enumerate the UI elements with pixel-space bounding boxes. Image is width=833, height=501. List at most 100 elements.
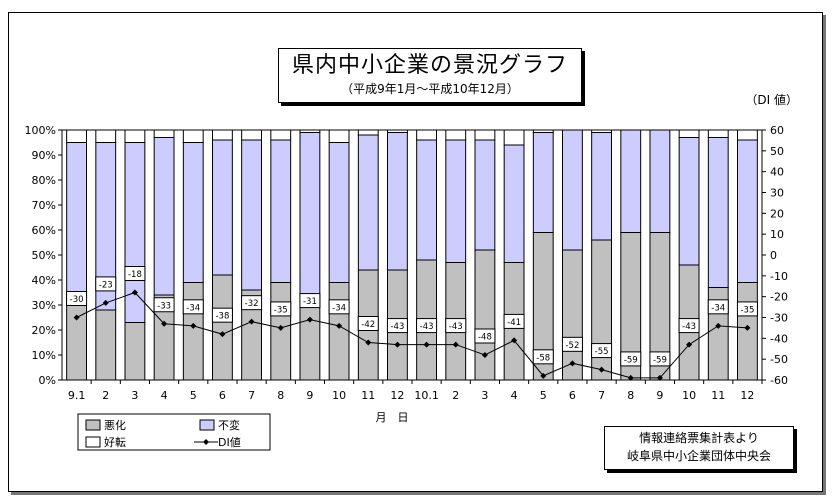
bar-segment-好転: [357, 129, 379, 136]
bar-segment-悪化: [182, 282, 204, 381]
bar-segment-悪化: [124, 322, 146, 381]
bar-segment-不変: [474, 139, 496, 251]
di-label-box: [328, 299, 350, 315]
left-axis-tick-label: 30%: [32, 299, 56, 312]
di-point: [452, 341, 459, 348]
di-label-box: [620, 351, 642, 367]
bar-segment-不変: [532, 132, 554, 233]
bar-segment-不変: [182, 142, 204, 283]
di-label-box: [66, 291, 88, 306]
plot-area: [61, 129, 763, 381]
di-point: [598, 366, 605, 373]
left-axis-tick-label: 20%: [32, 324, 56, 337]
di-point: [219, 331, 226, 338]
di-data-label: -55: [595, 347, 609, 357]
di-point: [656, 374, 663, 381]
x-axis-tick-label: 12: [740, 389, 754, 402]
di-point: [190, 322, 197, 329]
di-data-label: -18: [128, 270, 142, 280]
di-label-box: [95, 276, 117, 292]
di-data-label: -43: [682, 322, 696, 332]
di-data-label: -35: [740, 305, 754, 315]
di-data-label: -33: [157, 301, 171, 311]
right-axis-tick-label: -20: [770, 291, 788, 304]
right-axis-tick-label: 40: [770, 166, 784, 179]
di-point: [423, 341, 430, 348]
bar-segment-好転: [270, 129, 292, 141]
bar-segment-不変: [241, 139, 263, 291]
x-axis-tick-label: 11: [711, 389, 725, 402]
legend-box: [77, 413, 271, 451]
di-point: [715, 322, 722, 329]
bar-segment-好転: [707, 129, 729, 138]
bar-segment-不変: [591, 132, 613, 241]
bar-segment-不変: [66, 142, 87, 293]
di-label-box: [678, 318, 700, 334]
di-label-box: [474, 328, 496, 344]
legend-marker: [203, 439, 209, 445]
di-data-label: -31: [303, 297, 317, 307]
x-axis-tick-label: 10.1: [414, 389, 439, 402]
x-axis-tick-label: 6: [219, 389, 226, 402]
chart-title: 県内中小企業の景況グラフ: [291, 53, 568, 78]
di-point: [131, 289, 138, 296]
bar-segment-好転: [182, 129, 204, 143]
x-axis-tick-label: 9: [656, 389, 663, 402]
x-axis-tick-label: 9.1: [68, 389, 86, 402]
bar-segment-悪化: [270, 282, 292, 381]
right-axis-tick-label: -60: [770, 374, 788, 387]
bar-segment-不変: [737, 139, 758, 283]
di-point: [336, 322, 343, 329]
bar-segment-好転: [416, 129, 437, 141]
bar-segment-不変: [445, 139, 467, 263]
bar-segment-不変: [270, 139, 292, 283]
bar-segment-好転: [474, 129, 496, 141]
bar-segment-好転: [299, 129, 321, 133]
x-axis-tick-label: 4: [511, 389, 518, 402]
legend-swatch: [85, 436, 101, 448]
right-axis-label: （DI 値）: [745, 92, 798, 107]
x-axis-tick-label: 8: [627, 389, 634, 402]
di-point: [744, 324, 751, 331]
bar-segment-不変: [299, 132, 321, 298]
x-axis-tick-label: 2: [452, 389, 459, 402]
di-label-box: [357, 316, 379, 331]
legend-swatch: [85, 419, 101, 431]
x-axis-tick-label: 11: [361, 389, 375, 402]
di-series-line: [76, 291, 748, 379]
bar-segment-悪化: [328, 282, 350, 381]
x-axis-tick-label: 5: [540, 389, 547, 402]
bar-segment-悪化: [212, 274, 233, 381]
x-axis-tick-label: 7: [598, 389, 605, 402]
bar-segment-不変: [328, 142, 350, 283]
di-label-box: [270, 301, 292, 317]
di-data-label: -52: [565, 341, 579, 351]
x-axis-tick-label: 2: [102, 389, 109, 402]
bar-segment-好転: [66, 129, 87, 143]
di-data-label: -59: [653, 355, 667, 365]
di-label-box: [532, 349, 554, 365]
bar-segment-好転: [678, 129, 700, 138]
left-axis-tick-label: 40%: [32, 274, 56, 287]
di-data-label: -23: [99, 280, 113, 290]
right-axis-tick-label: 0: [770, 249, 777, 262]
bar-segment-好転: [241, 129, 263, 141]
left-axis-tick-label: 0%: [39, 374, 56, 387]
di-data-label: -34: [332, 303, 346, 313]
di-data-label: -32: [245, 299, 259, 309]
di-label-box: [503, 313, 525, 329]
bar-segment-好転: [737, 129, 758, 141]
di-data-label: -38: [215, 312, 229, 322]
source-box: 情報連絡票集計表より 岐阜県中小企業団体中央会: [604, 426, 794, 470]
di-label-box: [649, 351, 671, 367]
di-label-box: [182, 299, 204, 315]
di-point: [511, 337, 518, 344]
di-data-label: -34: [186, 303, 200, 313]
x-axis-label: 月 日: [376, 411, 409, 424]
x-axis-tick-label: 6: [569, 389, 576, 402]
di-data-label: -58: [536, 353, 550, 363]
title-box: 県内中小企業の景況グラフ （平成9年1月～平成10年12月）: [278, 48, 582, 103]
x-axis-tick-label: 10: [682, 389, 696, 402]
di-label-box: [299, 293, 321, 309]
